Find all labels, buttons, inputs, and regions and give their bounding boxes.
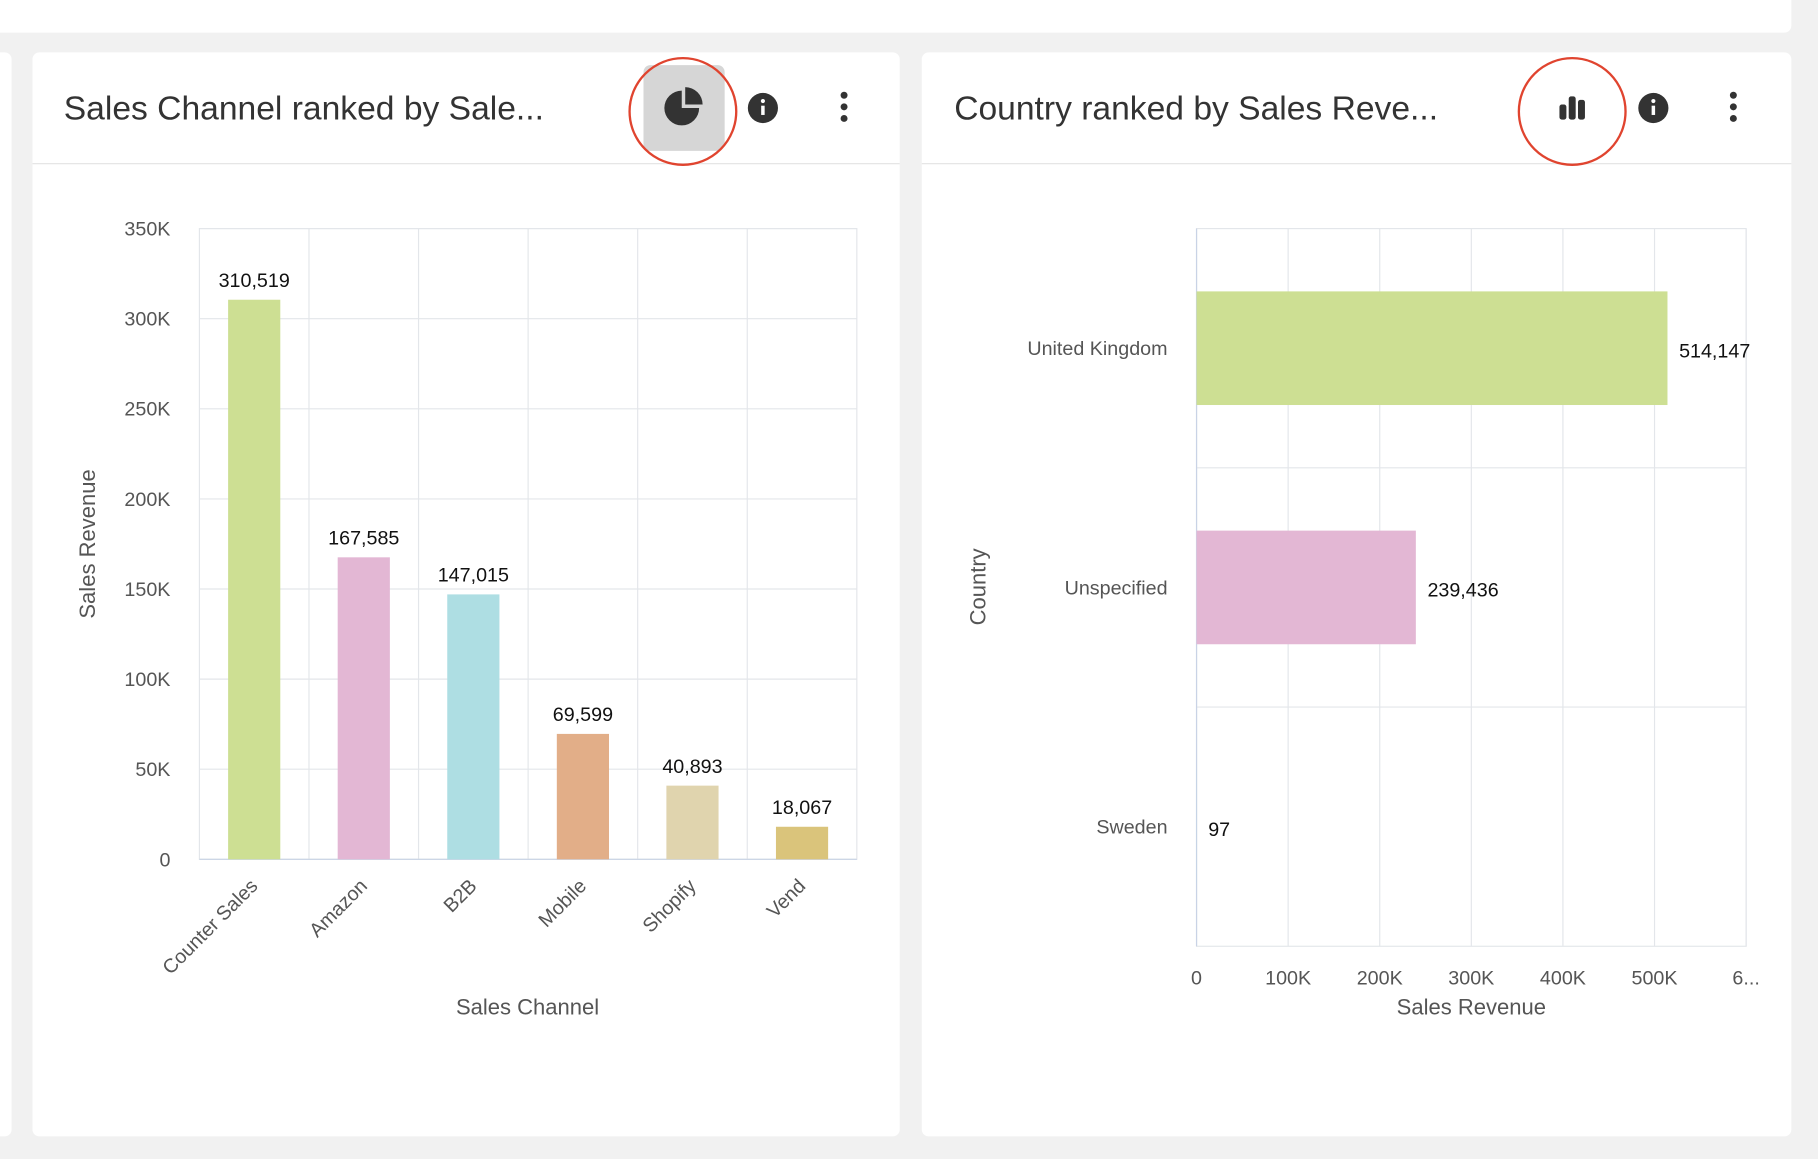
bar-icon [1559,105,1566,120]
y-tick-label: 300K [124,309,170,331]
top-card [0,0,1791,33]
info-icon [761,99,765,103]
info-icon [1651,99,1655,103]
info-button[interactable] [1638,93,1668,123]
value-label: 69,599 [553,704,613,726]
x-tick-label: 100K [1265,968,1311,990]
x-tick-label: 0 [1191,968,1202,990]
y-axis-title: Sales Revenue [75,469,100,618]
x-tick-label: 300K [1448,968,1494,990]
bar [666,786,718,860]
bar [228,300,280,860]
x-axis-title: Sales Channel [456,995,599,1020]
y-tick-label: 100K [124,669,170,691]
bar-icon [1578,100,1585,120]
y-tick-label: 350K [124,219,170,241]
bar [557,734,609,859]
bar [1197,291,1668,405]
value-label: 147,015 [438,565,509,587]
y-axis-title: Country [966,548,991,625]
bar [776,827,828,860]
value-label: 239,436 [1427,580,1498,602]
y-tick-label: United Kingdom [1027,338,1167,360]
value-label: 40,893 [662,756,722,778]
value-label: 97 [1208,819,1230,841]
value-label: 310,519 [219,270,290,292]
card-title: Sales Channel ranked by Sale... [64,91,544,128]
dot [841,115,848,122]
card-title: Country ranked by Sales Reve... [954,91,1438,128]
bar [1197,531,1416,645]
bar [338,557,390,859]
side-card [0,52,12,1136]
x-tick-label: 200K [1357,968,1403,990]
y-tick-label: 150K [124,579,170,601]
dot [1730,103,1737,110]
value-label: 514,147 [1679,340,1750,362]
dot [1730,115,1737,122]
x-tick-label: 400K [1540,968,1586,990]
y-tick-label: Unspecified [1065,577,1168,599]
value-label: 167,585 [328,528,399,550]
menu-button[interactable] [841,92,848,122]
info-button[interactable] [748,93,778,123]
dot [841,103,848,110]
y-tick-label: 0 [159,849,170,871]
pie-chart-button[interactable] [643,65,724,151]
menu-button[interactable] [1730,92,1737,122]
x-tick-label: 500K [1632,968,1678,990]
bar-icon [1569,96,1576,119]
y-tick-label: 200K [124,489,170,511]
value-label: 18,067 [772,797,832,819]
x-axis-title: Sales Revenue [1397,995,1546,1020]
y-tick-label: Sweden [1096,817,1167,839]
dot [841,92,848,99]
y-tick-label: 250K [124,399,170,421]
info-icon [1652,106,1655,115]
x-tick-label: 6... [1732,968,1759,990]
info-icon [761,106,764,115]
bar [447,594,499,859]
y-tick-label: 50K [135,759,170,781]
dot [1730,92,1737,99]
